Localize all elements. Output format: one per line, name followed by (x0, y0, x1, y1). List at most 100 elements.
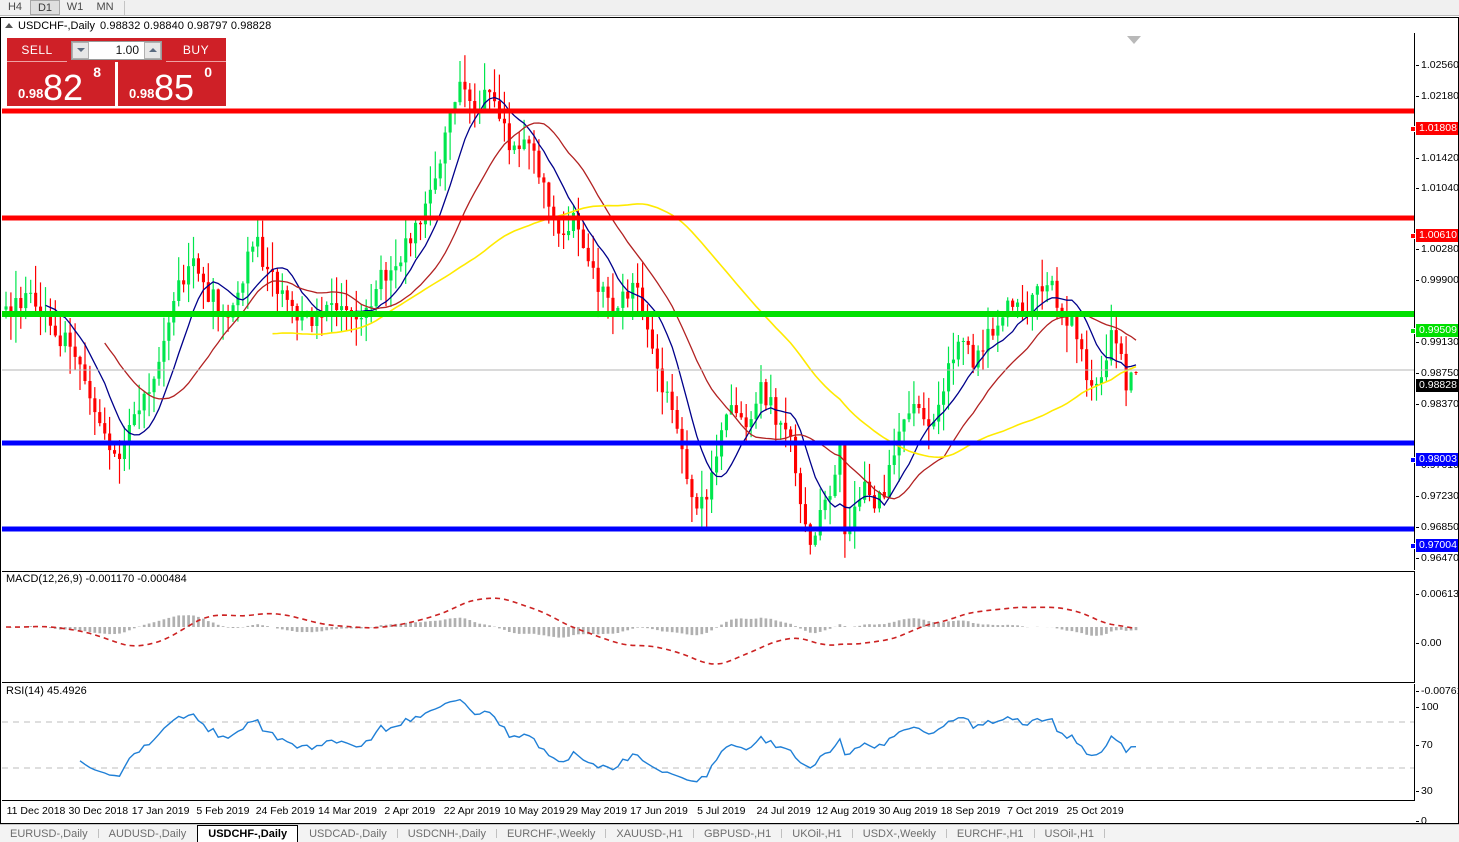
chart-window: USDCHF-,Daily 0.98832 0.98840 0.98797 0.… (0, 17, 1459, 827)
collapse-triangle-icon[interactable] (5, 23, 13, 28)
date-tick: 29 May 2019 (566, 805, 628, 817)
chart-tab-eurusd[interactable]: EURUSD-,Daily (10, 827, 88, 840)
macd-tick: -0.00761 (1416, 686, 1459, 697)
rsi-tick: 100 (1416, 702, 1439, 713)
level-handle-icon[interactable] (1410, 125, 1416, 132)
rsi-tick: 30 (1416, 786, 1433, 797)
buy-price-big: 85 (154, 67, 195, 108)
price-chart-pane[interactable] (2, 33, 1415, 570)
price-tick: 0.99900 (1416, 275, 1459, 286)
buy-price-prefix: 0.98 (129, 86, 155, 101)
price-tick: 1.02560 (1416, 60, 1459, 71)
price-tick: 0.96850 (1416, 522, 1459, 533)
buy-price-fraction: 0 (204, 64, 212, 80)
chart-tab-usdchf[interactable]: USDCHF-,Daily (197, 825, 299, 842)
tab-divider (605, 829, 607, 838)
sell-price-prefix: 0.98 (18, 86, 44, 101)
chart-tab-gbpusd[interactable]: GBPUSD-,H1 (704, 827, 772, 840)
tab-divider (396, 829, 398, 838)
level-handle-icon[interactable] (1410, 232, 1416, 239)
chart-tab-usoil[interactable]: USOil-,H1 (1044, 827, 1095, 840)
chart-tab-eurchf[interactable]: EURCHF-,Weekly (506, 827, 596, 840)
timeframe-w1[interactable]: W1 (66, 1, 84, 13)
buy-button[interactable]: BUY (166, 38, 226, 62)
date-tick: 11 Dec 2018 (6, 805, 66, 817)
tab-divider (1033, 829, 1035, 838)
toolbar-divider (124, 0, 125, 15)
volume-control: 1.00 (67, 38, 166, 62)
date-tick: 17 Jun 2019 (630, 805, 688, 817)
current-price-tag[interactable]: 0.98828 (1416, 379, 1458, 392)
price-scale[interactable]: 1.02560 1.02180 1.01420 1.01040 1.00280 0.999… (1410, 33, 1459, 827)
chart-header: USDCHF-,Daily 0.98832 0.98840 0.98797 0.… (1, 18, 271, 33)
support-price-tag-2[interactable]: 0.97004 (1410, 539, 1458, 552)
tab-divider (495, 829, 497, 838)
resistance-price-tag-1[interactable]: 1.01808 (1410, 122, 1458, 135)
level-handle-icon[interactable] (1410, 456, 1416, 463)
timeframe-d1[interactable]: D1 (30, 0, 60, 15)
macd-svg (5, 597, 1138, 665)
one-click-trading-panel: SELL 1.00 BUY 0.98 82 8 0.98 (7, 38, 226, 108)
pivot-price-tag[interactable]: 0.99509 (1410, 324, 1458, 337)
price-tick: 0.99130 (1416, 337, 1459, 348)
timeframe-h4[interactable]: H4 (7, 1, 23, 13)
date-tick: 30 Aug 2019 (878, 805, 938, 817)
date-tick: 2 Apr 2019 (384, 805, 436, 817)
date-tick: 5 Jul 2019 (697, 805, 746, 817)
level-handle-icon[interactable] (1410, 327, 1416, 334)
tab-divider (781, 829, 783, 838)
price-chart-svg (2, 55, 1414, 558)
timeframe-mn[interactable]: MN (96, 1, 114, 13)
resistance-price-tag-2[interactable]: 1.00610 (1410, 229, 1458, 242)
rsi-svg (2, 698, 1414, 783)
tab-divider (1104, 829, 1106, 838)
date-scale[interactable]: 11 Dec 2018 30 Dec 2018 17 Jan 2019 5 Feb 2… (2, 802, 1415, 823)
level-handle-icon[interactable] (1410, 542, 1416, 549)
chart-tab-usdcad[interactable]: USDCAD-,Daily (309, 827, 387, 840)
volume-input[interactable]: 1.00 (71, 40, 162, 60)
volume-decrement-button[interactable] (72, 41, 89, 59)
macd-label: MACD(12,26,9) -0.001170 -0.000484 (6, 573, 187, 585)
tab-divider (97, 829, 99, 838)
candlestick-series (4, 55, 1138, 558)
chart-tab-ukoil[interactable]: UKOil-,H1 (792, 827, 842, 840)
sell-price-quote[interactable]: 0.98 82 8 (7, 62, 115, 108)
price-tick: 1.02180 (1416, 91, 1459, 102)
chart-tab-usdx[interactable]: USDX-,Weekly (862, 827, 936, 840)
sell-price-big: 82 (43, 67, 84, 108)
rsi-pane[interactable]: RSI(14) 45.4926 (2, 684, 1415, 801)
date-tick: 24 Jul 2019 (756, 805, 811, 817)
chart-scroll-marker-icon (1127, 36, 1141, 44)
chart-tab-eurchf[interactable]: EURCHF-,H1 (956, 827, 1024, 840)
macd-tick: 0.00 (1416, 638, 1441, 649)
sell-price-fraction: 8 (93, 64, 101, 80)
chart-tab-xauusd[interactable]: XAUUSD-,H1 (616, 827, 683, 840)
chart-ohlc-values: 0.98832 0.98840 0.98797 0.98828 (100, 19, 272, 32)
sell-button[interactable]: SELL (7, 38, 67, 62)
support-price-tag-1[interactable]: 0.98003 (1410, 453, 1458, 466)
trade-panel-price-row: 0.98 82 8 0.98 85 0 (7, 62, 226, 108)
tab-divider (945, 829, 947, 838)
tab-divider (693, 829, 694, 838)
price-tick: 0.96470 (1416, 553, 1459, 564)
chart-tab-audusd[interactable]: AUDUSD-,Daily (108, 827, 187, 840)
chart-tab-usdcnh[interactable]: USDCNH-,Daily (407, 827, 486, 840)
caret-down-icon (76, 48, 85, 52)
rsi-line (79, 698, 1137, 783)
macd-pane[interactable]: MACD(12,26,9) -0.001170 -0.000484 (2, 571, 1415, 683)
date-tick: 12 Aug 2019 (816, 805, 876, 817)
price-tick: 0.98750 (1416, 368, 1459, 379)
volume-value: 1.00 (115, 43, 139, 57)
moving-average-lines (45, 96, 1137, 509)
rsi-label: RSI(14) 45.4926 (6, 685, 87, 697)
date-tick: 14 Mar 2019 (318, 805, 377, 817)
macd-tick: 0.00613 (1416, 589, 1459, 600)
volume-increment-button[interactable] (144, 41, 161, 59)
date-tick: 7 Oct 2019 (1007, 805, 1059, 817)
chart-tab-bar: EURUSD-,Daily AUDUSD-,Daily USDCHF-,Daily U… (0, 824, 1459, 842)
buy-price-quote[interactable]: 0.98 85 0 (118, 62, 226, 108)
date-tick: 30 Dec 2018 (68, 805, 129, 817)
chart-symbol-label: USDCHF-,Daily (18, 19, 95, 32)
timeframe-toolbar: H4 D1 W1 MN (0, 0, 1459, 16)
